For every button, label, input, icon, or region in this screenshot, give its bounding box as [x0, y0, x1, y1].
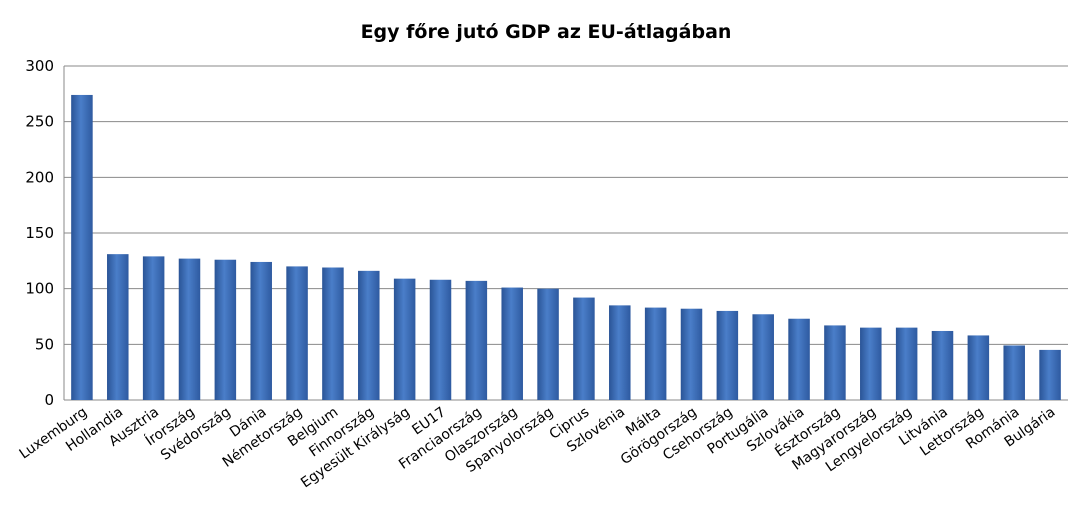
bar-észtország [824, 325, 846, 400]
bar-eu17 [429, 279, 452, 400]
bar-portugália [752, 314, 774, 400]
bar-litvánia [931, 330, 954, 400]
bar-luxemburg [71, 94, 93, 400]
y-tick-label: 100 [25, 280, 54, 298]
bar-svédország [214, 259, 237, 400]
bar-ausztria [142, 256, 165, 400]
bar-egyesült-királyság [393, 278, 416, 400]
bar-lengyelország [895, 327, 918, 400]
bar-franciaország [465, 280, 488, 400]
y-tick-label: 150 [25, 224, 54, 242]
bar-csehország [716, 310, 739, 400]
y-tick-label: 250 [25, 113, 54, 131]
bar-belgium [322, 267, 344, 400]
y-tick-label: 50 [35, 335, 54, 353]
bar-görögország [680, 308, 703, 400]
chart-title: Egy főre jutó GDP az EU-átlagában [361, 21, 732, 43]
bar-lettország [967, 335, 990, 400]
bar-írország [178, 258, 201, 400]
bar-románia [1003, 345, 1025, 400]
y-tick-label: 200 [25, 168, 54, 186]
bar-németország [286, 266, 308, 400]
bar-ciprus [573, 297, 595, 400]
bar-finnország [358, 270, 380, 400]
x-axis: LuxemburgHollandiaAusztriaÍrországSvédor… [17, 403, 1059, 491]
bar-hollandia [107, 254, 129, 400]
y-tick-label: 300 [25, 57, 54, 75]
bar-magyarország [860, 327, 882, 400]
bar-szlovénia [609, 305, 631, 400]
y-tick-label: 0 [44, 391, 54, 409]
bar-szlovákia [788, 318, 810, 400]
bar-dánia [250, 261, 272, 400]
bar-bulgária [1039, 349, 1061, 400]
bar-spanyolország [537, 288, 559, 400]
bar-olaszország [501, 287, 523, 400]
y-axis: 0 50 100 150 200 250 300 [25, 57, 54, 409]
bar-málta [644, 307, 667, 400]
bar-layer [71, 94, 1061, 400]
